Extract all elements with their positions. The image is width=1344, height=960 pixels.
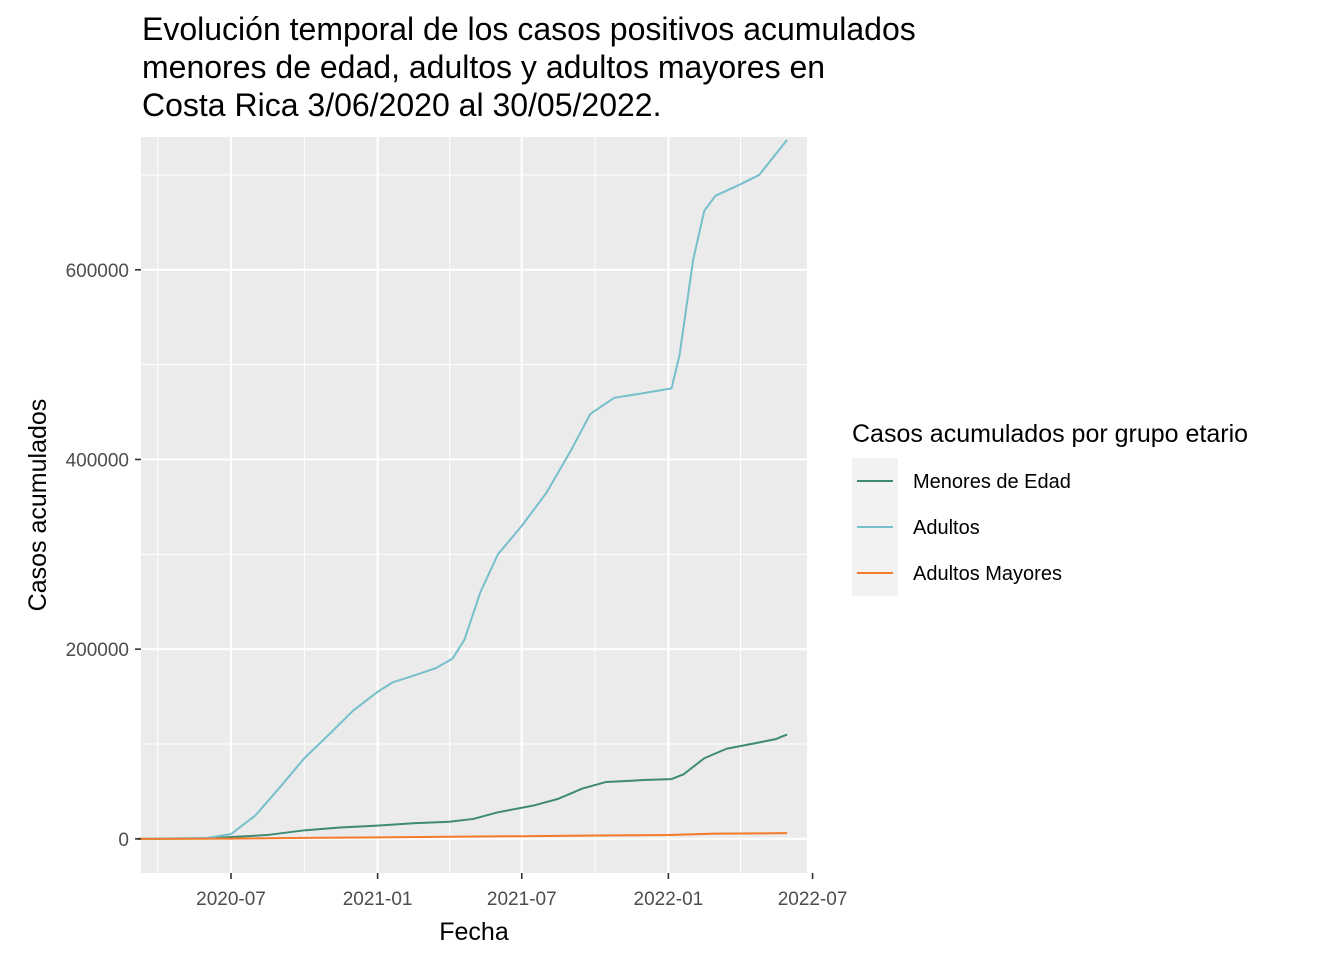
x-tick-label: 2020-07: [196, 889, 266, 910]
x-axis: 2020-07 2021-01 2021-07 2022-01 2022-07: [196, 873, 847, 910]
legend-label-adultos-mayores: Adultos Mayores: [913, 563, 1062, 585]
legend-title: Casos acumulados por grupo etario: [852, 420, 1248, 448]
y-axis: 0 200000 400000 600000: [66, 261, 141, 851]
x-tick-label: 2022-07: [778, 889, 848, 910]
x-tick-label: 2021-07: [487, 889, 557, 910]
y-tick-label: 600000: [66, 261, 129, 282]
plot-panel: [141, 137, 807, 873]
chart-title-line-3: Costa Rica 3/06/2020 al 30/05/2022.: [142, 87, 662, 123]
series-line-adultos-mayores: [137, 832, 788, 840]
y-axis-title: Casos acumulados: [24, 399, 52, 612]
minor-gridlines: [141, 137, 807, 873]
x-axis-title: Fecha: [439, 918, 509, 946]
series-line-menores-de-edad: [137, 733, 788, 840]
y-tick-label: 400000: [66, 450, 129, 471]
x-tick-label: 2022-01: [634, 889, 704, 910]
legend-items: Menores de Edad Adultos Adultos Mayores: [857, 471, 1071, 585]
legend-label-adultos: Adultos: [913, 517, 980, 539]
legend-label-menores-de-edad: Menores de Edad: [913, 471, 1071, 493]
x-tick-label: 2021-01: [343, 889, 413, 910]
chart-title-line-1: Evolución temporal de los casos positivo…: [142, 11, 916, 47]
chart-title: Evolución temporal de los casos positivo…: [142, 10, 1142, 124]
legend: Casos acumulados por grupo etario Menore…: [852, 420, 1248, 596]
chart-title-line-2: menores de edad, adultos y adultos mayor…: [142, 49, 826, 85]
y-tick-label: 200000: [66, 640, 129, 661]
series-layer: [137, 139, 788, 840]
y-tick-label: 0: [118, 830, 129, 851]
series-line-adultos: [137, 139, 788, 840]
